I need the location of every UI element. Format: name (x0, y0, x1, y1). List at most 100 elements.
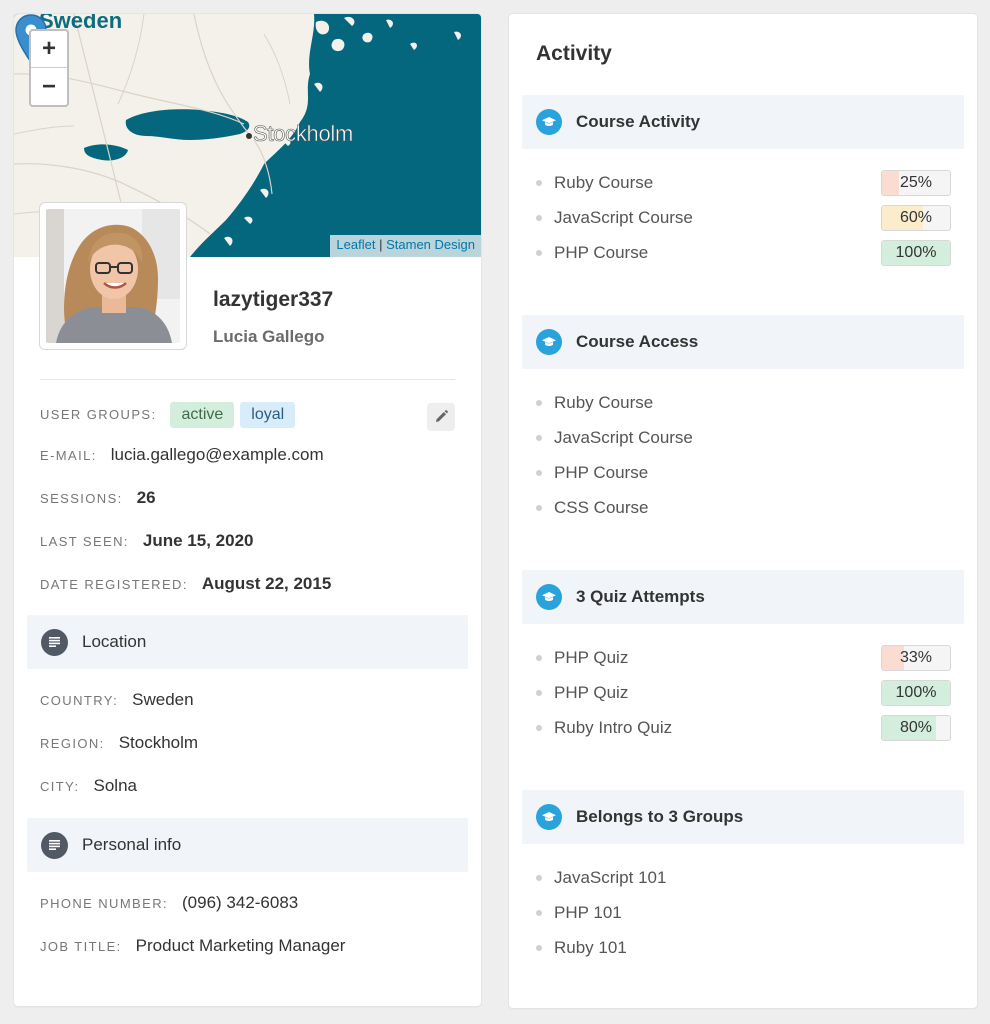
profile-divider (40, 379, 455, 380)
list-item: Ruby Course (536, 390, 951, 416)
groups-title: Belongs to 3 Groups (576, 807, 744, 826)
course-name: JavaScript Course (554, 428, 693, 447)
graduation-cap-icon (536, 584, 562, 610)
list-icon (41, 831, 68, 859)
username: lazytiger337 (213, 288, 334, 311)
progress-fill (882, 681, 950, 705)
course-name: PHP Course (554, 463, 649, 482)
course-name: CSS Course (554, 498, 649, 517)
user-groups-label: USER GROUPS: (40, 407, 157, 422)
course-access-title: Course Access (576, 332, 699, 351)
profile-card: Sweden Stockholm + − Leaflet | Stamen De… (14, 14, 481, 1006)
list-item: PHP 101 (536, 900, 951, 926)
progress-value: 100% (895, 244, 937, 261)
group-name: JavaScript 101 (554, 868, 667, 887)
group-name: PHP 101 (554, 903, 622, 922)
region-field: REGION: Stockholm (40, 733, 198, 753)
quiz-attempts-header: 3 Quiz Attempts (522, 570, 964, 624)
course-access-header: Course Access (522, 315, 964, 369)
progress-value: 60% (899, 209, 933, 226)
list-item: Ruby Intro Quiz 80% (536, 715, 951, 741)
progress-value: 25% (899, 174, 933, 191)
email-label: E-MAIL: (40, 448, 97, 463)
job-title-field: JOB TITLE: Product Marketing Manager (40, 936, 345, 956)
list-item: CSS Course (536, 495, 951, 521)
stamen-link[interactable]: Stamen Design (386, 237, 475, 252)
progress-value: 100% (895, 684, 937, 701)
sessions-field: SESSIONS: 26 (40, 488, 156, 508)
location-map[interactable]: Sweden Stockholm + − Leaflet | Stamen De… (14, 14, 481, 257)
quiz-name: Ruby Intro Quiz (554, 718, 673, 737)
city-field: CITY: Solna (40, 776, 137, 796)
job-title-label: JOB TITLE: (40, 939, 122, 954)
leaflet-link[interactable]: Leaflet (336, 237, 376, 252)
progress-fill (882, 171, 899, 195)
course-activity-title: Course Activity (576, 112, 701, 131)
progress-badge: 100% (881, 680, 951, 706)
graduation-cap-icon (536, 109, 562, 135)
quiz-name: PHP Quiz (554, 683, 629, 702)
progress-fill (882, 206, 923, 230)
progress-badge: 60% (881, 205, 951, 231)
course-name: PHP Course (554, 243, 649, 262)
full-name: Lucia Gallego (213, 327, 325, 346)
list-item: PHP Course 100% (536, 240, 951, 266)
group-tag-loyal[interactable]: loyal (240, 402, 296, 428)
list-item: Ruby Course 25% (536, 170, 951, 196)
email-value: lucia.gallego@example.com (110, 445, 324, 464)
progress-fill (882, 646, 905, 670)
phone-field: PHONE NUMBER: (096) 342-6083 (40, 893, 298, 913)
progress-fill (882, 241, 950, 265)
phone-label: PHONE NUMBER: (40, 896, 168, 911)
country-value: Sweden (132, 690, 194, 709)
quiz-name: PHP Quiz (554, 648, 629, 667)
avatar-photo (46, 209, 180, 343)
location-title: Location (82, 632, 147, 651)
course-name: JavaScript Course (554, 208, 693, 227)
city-label: CITY: (40, 779, 80, 794)
job-title-value: Product Marketing Manager (135, 936, 346, 955)
list-item: JavaScript Course 60% (536, 205, 951, 231)
phone-value: (096) 342-6083 (182, 893, 299, 912)
groups-header: Belongs to 3 Groups (522, 790, 964, 844)
quiz-attempts-title: 3 Quiz Attempts (576, 587, 705, 606)
location-section-header: Location (27, 615, 468, 669)
group-tag-active[interactable]: active (170, 402, 235, 428)
country-field: COUNTRY: Sweden (40, 690, 194, 710)
map-attribution: Leaflet | Stamen Design (330, 235, 481, 257)
progress-badge: 25% (881, 170, 951, 196)
graduation-cap-icon (536, 804, 562, 830)
progress-badge: 100% (881, 240, 951, 266)
edit-groups-button[interactable] (427, 403, 455, 431)
group-name: Ruby 101 (554, 938, 627, 957)
attribution-separator: | (379, 237, 383, 252)
list-item: PHP Course (536, 460, 951, 486)
sessions-label: SESSIONS: (40, 491, 123, 506)
date-registered-value: August 22, 2015 (201, 574, 332, 593)
course-name: Ruby Course (554, 393, 654, 412)
progress-value: 33% (899, 649, 933, 666)
graduation-cap-icon (536, 329, 562, 355)
course-activity-header: Course Activity (522, 95, 964, 149)
course-name: Ruby Course (554, 173, 654, 192)
list-item: PHP Quiz 33% (536, 645, 951, 671)
map-zoom-control: + − (29, 29, 69, 107)
activity-title: Activity (536, 42, 612, 65)
pencil-icon (436, 410, 448, 422)
zoom-out-button[interactable]: − (41, 72, 56, 100)
last-seen-field: LAST SEEN: June 15, 2020 (40, 531, 253, 551)
date-registered-label: DATE REGISTERED: (40, 577, 188, 592)
personal-info-section-header: Personal info (27, 818, 468, 872)
progress-badge: 33% (881, 645, 951, 671)
sessions-value: 26 (136, 488, 156, 507)
map-country-label: Sweden (39, 14, 123, 33)
progress-fill (882, 716, 937, 740)
zoom-in-button[interactable]: + (31, 31, 67, 68)
list-item: Ruby 101 (536, 935, 951, 961)
personal-info-title: Personal info (82, 835, 182, 854)
list-item: JavaScript Course (536, 425, 951, 451)
email-field: E-MAIL: lucia.gallego@example.com (40, 445, 324, 465)
list-icon (41, 628, 68, 656)
list-item: PHP Quiz 100% (536, 680, 951, 706)
last-seen-value: June 15, 2020 (142, 531, 254, 550)
